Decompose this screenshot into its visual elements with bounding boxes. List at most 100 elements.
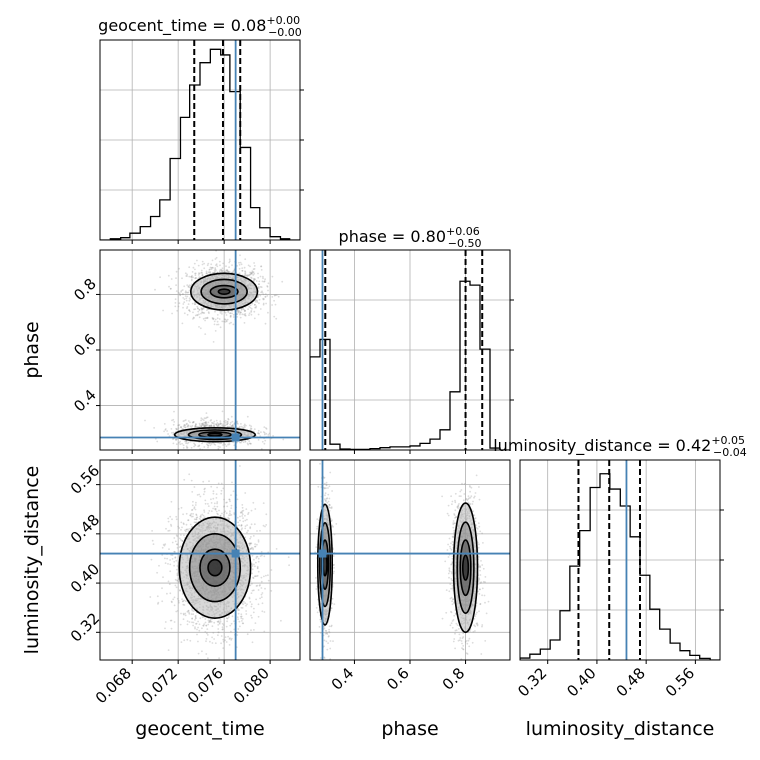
scatter-point (262, 524, 265, 527)
scatter-point (243, 424, 246, 427)
scatter-point (231, 420, 234, 423)
scatter-point (164, 557, 166, 560)
scatter-point (188, 473, 191, 476)
scatter-point (213, 320, 216, 323)
scatter-point (245, 424, 247, 427)
scatter-point (181, 593, 184, 595)
scatter-point (178, 302, 181, 305)
scatter-point (252, 547, 254, 550)
scatter-point (169, 559, 172, 561)
scatter-point (250, 276, 252, 279)
scatter-point (198, 445, 201, 447)
scatter-point (218, 657, 221, 659)
scatter-point (171, 554, 174, 557)
scatter-point (249, 306, 252, 309)
scatter-point (273, 294, 276, 297)
scatter-point (193, 308, 195, 311)
scatter-point (214, 271, 217, 273)
scatter-point (168, 529, 171, 532)
scatter-point (248, 305, 251, 308)
scatter-point (226, 620, 229, 623)
scatter-point (211, 422, 214, 425)
scatter-point (232, 271, 234, 274)
scatter-point (212, 425, 215, 428)
scatter-point (178, 267, 181, 270)
scatter-point (186, 275, 189, 277)
scatter-point (203, 417, 206, 420)
scatter-point (253, 280, 255, 282)
scatter-point (181, 293, 184, 295)
scatter-point (181, 539, 184, 542)
scatter-point (176, 543, 178, 546)
scatter-point (214, 268, 217, 271)
scatter-point (212, 317, 215, 320)
scatter-point (262, 431, 265, 433)
scatter-point (221, 628, 224, 631)
scatter-point (219, 423, 222, 426)
scatter-point (219, 422, 222, 425)
scatter-point (205, 624, 208, 627)
scatter-point (185, 528, 188, 531)
scatter-point (167, 274, 170, 277)
scatter-point (186, 620, 189, 622)
scatter-point (194, 272, 196, 275)
scatter-point (220, 482, 223, 485)
scatter-point (195, 513, 198, 516)
scatter-point (164, 429, 167, 431)
scatter-point (261, 554, 263, 557)
scatter-point (193, 262, 196, 265)
scatter-point (171, 601, 173, 604)
scatter-point (181, 600, 184, 603)
scatter-point (161, 546, 164, 549)
scatter-point (201, 271, 203, 274)
scatter-point (194, 444, 197, 447)
scatter-point (249, 542, 252, 545)
scatter-point (206, 425, 208, 427)
scatter-point (181, 526, 183, 529)
scatter-point (191, 617, 194, 620)
scatter-point (211, 642, 214, 644)
scatter-point (163, 544, 166, 547)
scatter-point (226, 421, 229, 423)
scatter-point (184, 295, 187, 297)
scatter-point (256, 565, 259, 568)
scatter-point (267, 434, 270, 436)
scatter-point (196, 426, 199, 428)
scatter-point (244, 273, 247, 275)
hist-panel-phase (309, 249, 514, 454)
scatter-point (204, 421, 207, 424)
scatter-point (262, 275, 264, 278)
scatter-point (202, 493, 205, 496)
scatter-point (257, 439, 260, 441)
scatter-point (175, 518, 178, 521)
scatter-point (240, 309, 243, 311)
scatter-point (241, 269, 244, 272)
scatter-point (164, 543, 167, 546)
scatter-point (248, 440, 251, 443)
scatter-point (254, 306, 256, 309)
scatter-point (266, 285, 269, 288)
scatter-point (221, 424, 224, 427)
scatter-point (220, 635, 223, 637)
scatter-point (200, 514, 202, 517)
scatter-point (194, 426, 196, 428)
scatter-point (185, 440, 188, 443)
scatter-point (211, 317, 214, 319)
scatter-point (191, 508, 194, 511)
scatter-point (253, 563, 255, 566)
scatter-point (187, 291, 190, 294)
scatter-point (207, 308, 209, 311)
scatter-point (212, 497, 215, 500)
scatter-point (244, 439, 247, 442)
scatter-point (216, 320, 219, 323)
scatter-point (258, 280, 261, 283)
scatter-point (259, 597, 261, 600)
density-shade (218, 289, 230, 295)
scatter-point (242, 426, 245, 429)
scatter-point (188, 309, 191, 311)
scatter-point (225, 641, 228, 643)
scatter-point (190, 279, 193, 282)
scatter-point (169, 287, 172, 290)
scatter-point (215, 256, 218, 259)
scatter-point (228, 498, 231, 501)
